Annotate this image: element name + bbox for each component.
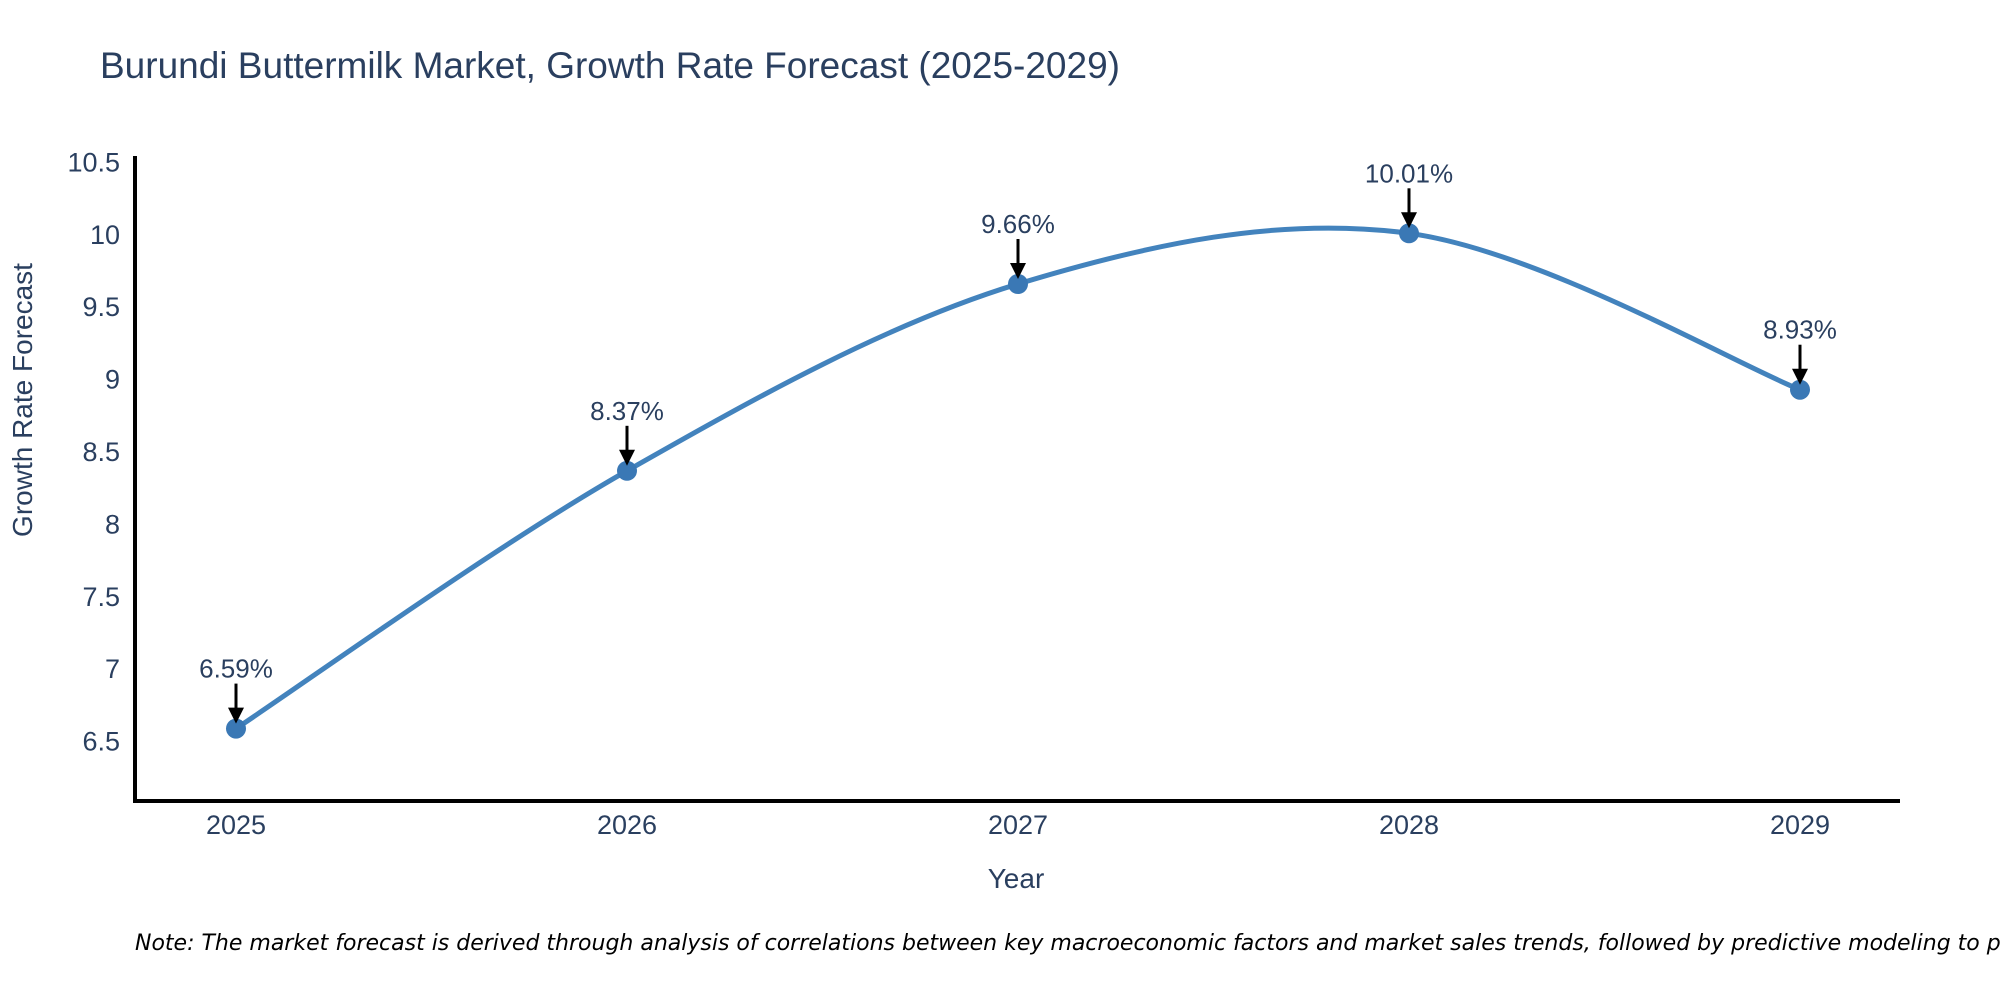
y-tick-label: 8	[105, 509, 120, 539]
annotation-2028: 10.01%	[1365, 158, 1453, 229]
y-tick-label: 10.5	[67, 147, 120, 177]
y-tick-label: 9.5	[82, 292, 120, 322]
y-tick-label: 8.5	[82, 437, 120, 467]
y-tick-label: 9	[105, 365, 120, 395]
y-tick-label: 6.5	[82, 727, 120, 757]
x-axis-ticks: 2025 2026 2027 2028 2029	[206, 810, 1830, 840]
forecast-line	[233, 225, 1803, 732]
annotation-2027: 9.66%	[981, 209, 1055, 279]
x-tick-label: 2025	[206, 810, 266, 840]
x-tick-label: 2026	[597, 810, 657, 840]
annotation-2029: 8.93%	[1763, 315, 1837, 385]
y-tick-label: 7.5	[82, 582, 120, 612]
annotation-arrowhead-icon	[619, 449, 635, 466]
annotation-2025: 6.59%	[199, 654, 273, 724]
annotation-arrowhead-icon	[1010, 262, 1026, 279]
x-tick-label: 2029	[1770, 810, 1830, 840]
annotation-2026: 8.37%	[590, 396, 664, 466]
x-tick-label: 2027	[988, 810, 1048, 840]
x-axis-title: Year	[988, 863, 1045, 894]
data-point-2027[interactable]	[1008, 273, 1028, 294]
annotation-arrowhead-icon	[1401, 212, 1417, 229]
forecast-series	[226, 223, 1810, 739]
footnote: Note: The market forecast is derived thr…	[135, 931, 2000, 956]
annotation-label: 6.59%	[199, 654, 273, 684]
annotation-label: 8.37%	[590, 396, 664, 426]
annotation-label: 10.01%	[1365, 158, 1453, 188]
annotation-arrowhead-icon	[1792, 368, 1808, 385]
data-point-2028[interactable]	[1399, 223, 1419, 244]
chart-title: Burundi Buttermilk Market, Growth Rate F…	[100, 45, 1120, 86]
y-axis-ticks: 6.5 7 7.5 8 8.5 9 9.5 10 10.5	[67, 147, 120, 756]
data-point-2029[interactable]	[1790, 379, 1810, 400]
data-point-2025[interactable]	[226, 718, 246, 739]
annotation-arrowhead-icon	[228, 707, 244, 724]
y-axis-title: Growth Rate Forecast	[7, 263, 38, 537]
annotation-label: 8.93%	[1763, 315, 1837, 345]
x-tick-label: 2028	[1379, 810, 1439, 840]
y-tick-label: 10	[90, 220, 120, 250]
y-tick-label: 7	[105, 654, 120, 684]
point-annotations: 6.59% 8.37% 9.66% 10.01% 8.93%	[199, 158, 1837, 724]
annotation-label: 9.66%	[981, 209, 1055, 239]
data-point-2026[interactable]	[617, 460, 637, 481]
